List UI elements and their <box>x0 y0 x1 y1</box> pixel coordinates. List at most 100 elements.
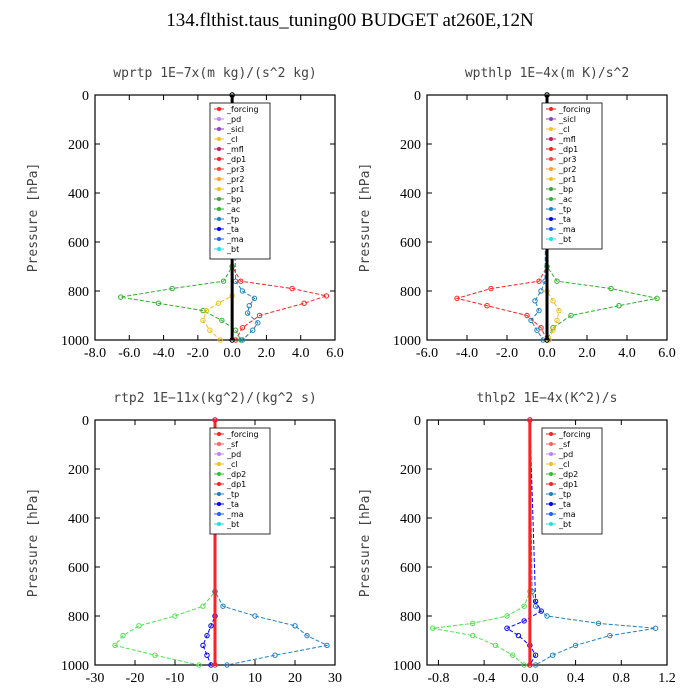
legend-marker <box>217 512 221 516</box>
x-tick-label: -30 <box>86 671 105 686</box>
data-point <box>532 598 539 604</box>
legend-marker <box>217 462 221 466</box>
legend-marker <box>217 442 221 446</box>
data-point <box>504 613 510 619</box>
data-point <box>550 327 556 333</box>
data-point <box>220 278 227 284</box>
legend-label: _ta <box>226 225 239 234</box>
data-point <box>538 288 544 294</box>
legend-label: _pr2 <box>558 165 576 174</box>
series-line-tp <box>214 420 329 666</box>
y-tick-label: 200 <box>400 463 421 478</box>
x-tick-label: 6.0 <box>658 346 676 361</box>
y-tick-label: 400 <box>400 187 421 202</box>
legend-label: _dp2 <box>226 470 246 479</box>
legend-label: _pr1 <box>226 185 244 194</box>
legend-label: _ta <box>226 500 239 509</box>
legend-label: _ma <box>226 235 244 244</box>
legend-label: _mfl <box>226 145 244 154</box>
series-line-dp1 <box>114 420 216 666</box>
data-point <box>251 295 258 302</box>
x-tick-label: 2.0 <box>258 346 276 361</box>
data-point <box>172 613 178 619</box>
data-point <box>488 285 494 292</box>
data-point <box>484 303 490 309</box>
panel-title: wprtp 1E−7x(m kg)/(s^2 kg) <box>113 66 317 81</box>
legend-label: _tp <box>226 215 239 224</box>
data-point <box>304 632 310 639</box>
x-tick-label: 0.4 <box>567 671 585 686</box>
data-point <box>215 300 222 306</box>
series-line-ta <box>505 419 542 666</box>
legend-marker <box>217 502 221 506</box>
y-tick-label: 400 <box>68 512 89 527</box>
data-point <box>256 312 263 319</box>
panel-title: wpthlp 1E−4x(m K)/s^2 <box>465 66 629 81</box>
legend-label: _cl <box>558 460 570 469</box>
data-point <box>454 295 460 302</box>
legend-marker <box>217 117 221 121</box>
legend-label: _pd <box>226 450 241 459</box>
legend-marker <box>217 522 221 526</box>
data-point <box>196 662 202 668</box>
legend-marker <box>549 177 553 181</box>
x-tick-label: -0.8 <box>427 671 449 686</box>
legend-marker <box>217 197 221 201</box>
x-tick-label: 6.0 <box>326 346 344 361</box>
legend-label: _bt <box>558 235 571 244</box>
legend-marker <box>549 462 553 466</box>
legend-marker <box>549 452 553 456</box>
data-point <box>470 632 476 639</box>
y-tick-label: 0 <box>414 89 421 104</box>
legend-label: _bt <box>226 520 239 529</box>
legend-marker <box>217 127 221 131</box>
legend-label: _dp2 <box>558 470 578 479</box>
series-line-tp <box>529 419 656 666</box>
y-tick-label: 1000 <box>61 334 89 349</box>
data-point <box>550 652 556 658</box>
legend-marker <box>549 502 553 506</box>
legend-marker <box>217 167 221 171</box>
legend-marker <box>549 137 553 141</box>
legend-label: _sicl <box>226 125 244 134</box>
x-tick-label: 10 <box>248 671 262 686</box>
x-tick-label: 0.0 <box>538 346 556 361</box>
data-point <box>324 642 330 649</box>
legend-label: _cl <box>226 460 238 469</box>
y-tick-label: 600 <box>68 561 89 576</box>
legend-label: _pr3 <box>558 155 576 164</box>
legend-marker <box>549 442 553 446</box>
x-tick-label: 4.0 <box>292 346 310 361</box>
data-point <box>238 278 244 284</box>
y-tick-label: 400 <box>68 187 89 202</box>
legend-label: _cl <box>558 125 570 134</box>
data-point <box>510 652 516 658</box>
legend-label: _tp <box>558 490 571 499</box>
legend-marker <box>217 207 221 211</box>
data-point <box>219 317 225 324</box>
data-point <box>532 603 539 609</box>
legend-marker <box>217 247 221 251</box>
data-point <box>204 652 210 658</box>
legend-marker <box>217 492 221 496</box>
legend-label: _ma <box>558 510 576 519</box>
legend-marker <box>217 482 221 486</box>
data-point <box>229 337 235 343</box>
legend-marker <box>549 482 553 486</box>
legend-label: _forcing <box>558 105 591 114</box>
legend-marker <box>549 512 553 516</box>
data-point <box>112 642 118 649</box>
legend-label: _bt <box>226 245 239 254</box>
data-point <box>550 298 556 304</box>
data-point <box>207 327 213 333</box>
legend-marker <box>549 107 553 111</box>
legend-marker <box>549 432 553 436</box>
data-point <box>554 317 560 324</box>
legend-label: _tp <box>558 205 571 214</box>
legend-marker <box>549 147 553 151</box>
data-point <box>239 288 246 294</box>
panel-2: wpthlp 1E−4x(m K)/s^2 Pressure [hPa] 0 200 4… <box>358 66 676 361</box>
legend-label: _pr1 <box>558 175 576 184</box>
legend-marker <box>549 227 553 231</box>
legend-marker <box>549 167 553 171</box>
